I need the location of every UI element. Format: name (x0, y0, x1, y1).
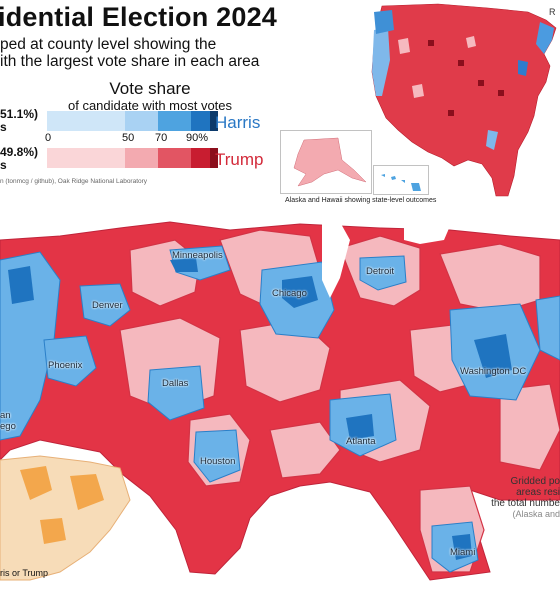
tick-50: 50 (122, 132, 135, 144)
other-region-base (0, 455, 131, 581)
core-washington (474, 334, 512, 378)
city-label-washington-dc: Washington DC (460, 366, 527, 377)
city-label-denver: Denver (92, 300, 123, 311)
alaska-inset (280, 130, 372, 194)
city-label-detroit: Detroit (366, 266, 394, 277)
subtitle-line-2: ith the largest vote share in each area (0, 53, 260, 70)
legend-title-text: Vote share (109, 79, 191, 98)
city-label-atlanta: Atlanta (346, 436, 376, 447)
region-gulf (269, 421, 341, 479)
other-candidate-label: ris or Trump (0, 568, 49, 578)
city-label-san-diego-partial: ego (0, 421, 16, 432)
other-region-dark (20, 466, 104, 544)
trump-ramp-0 (47, 148, 125, 168)
harris-ramp-1 (125, 111, 158, 131)
city-label-los-angeles-partial: an (0, 410, 11, 421)
region-houston (193, 429, 241, 483)
trump-total-sub: s (0, 158, 7, 172)
trump-ramp-2 (158, 148, 191, 168)
hawaii-shape (381, 174, 421, 191)
alaska-shape (293, 137, 367, 187)
subtitle-line-1: ped at county level showing the (0, 36, 217, 53)
dark-blue-cores (8, 258, 512, 560)
source-credit: n (tonmcg / github), Oak Ridge National … (0, 178, 148, 185)
city-label-miami: Miami (450, 547, 476, 558)
core-miami (452, 534, 472, 560)
main-cartogram-map (0, 221, 560, 581)
city-label-dallas: Dallas (162, 378, 189, 389)
map-subtitle: ped at county level showing the ith the … (0, 36, 259, 70)
lake-michigan-gap (322, 222, 350, 298)
city-label-chicago: Chicago (272, 288, 307, 299)
harris-color-ramp (47, 111, 218, 131)
legend-subtitle: of candidate with most votes (67, 98, 233, 113)
region-east-coast-south (499, 383, 560, 471)
core-chicago (282, 276, 318, 308)
harris-ramp-2 (158, 111, 191, 131)
map-title: idential Election 2024 (0, 2, 278, 32)
harris-ramp-4 (210, 111, 218, 131)
trump-total-label: 49.8%) s (0, 146, 38, 172)
gridded-note-line-2: areas resi (516, 487, 560, 498)
harris-label: Harris (215, 113, 261, 132)
core-minneapolis (170, 258, 198, 272)
tick-90: 90% (186, 132, 209, 144)
region-dallas (147, 365, 205, 421)
trump-ramp-3 (191, 148, 210, 168)
harris-total-pct: 51.1%) (0, 107, 39, 121)
legend-ticks: 0 50 70 90% (40, 132, 220, 146)
inset-light-red-counties (398, 36, 476, 98)
core-west-coast (8, 266, 34, 304)
gridded-note-line-3: the total numbe (491, 498, 560, 509)
trump-ramp-4 (210, 148, 218, 168)
core-atlanta (346, 414, 374, 440)
us-county-inset-shape (371, 3, 557, 197)
city-label-phoenix: Phoenix (48, 360, 83, 371)
region-northeast-coast (535, 295, 560, 361)
harris-ramp-0 (47, 111, 125, 131)
city-label-houston: Houston (200, 456, 236, 467)
trump-ramp-1 (125, 148, 158, 168)
trump-color-ramp (47, 148, 218, 168)
corner-label: R (549, 7, 556, 17)
gridded-note: Gridded po areas resi the total numbe (A… (476, 476, 560, 520)
legend-title: Vote share of candidate with most votes (40, 80, 260, 114)
inset-northwest-blue (374, 10, 394, 34)
region-phoenix (43, 335, 97, 387)
hawaii-inset (373, 165, 429, 195)
city-label-minneapolis: Minneapolis (172, 250, 223, 261)
trump-label: Trump (215, 150, 264, 169)
region-denver (79, 283, 131, 327)
other-candidate-region (0, 455, 131, 581)
harris-ramp-3 (191, 111, 210, 131)
inset-south-blue (486, 130, 498, 150)
tick-0: 0 (45, 132, 52, 144)
us-county-inset-map (371, 3, 557, 197)
alaska-hawaii-caption: Alaska and Hawaii showing state-level ou… (285, 197, 437, 204)
inset-west-coast-blue (372, 28, 390, 96)
inset-midatlantic-blue (518, 60, 528, 76)
lake-erie-gap (404, 224, 450, 244)
harris-total-sub: s (0, 120, 7, 134)
gridded-note-line-1: Gridded po (510, 476, 560, 487)
tick-70: 70 (155, 132, 168, 144)
region-detroit (359, 255, 407, 291)
inset-northeast-blue (536, 22, 554, 54)
harris-total-label: 51.1%) s (0, 108, 38, 134)
gridded-note-line-4: (Alaska and (512, 509, 560, 519)
trump-total-pct: 49.8%) (0, 145, 39, 159)
